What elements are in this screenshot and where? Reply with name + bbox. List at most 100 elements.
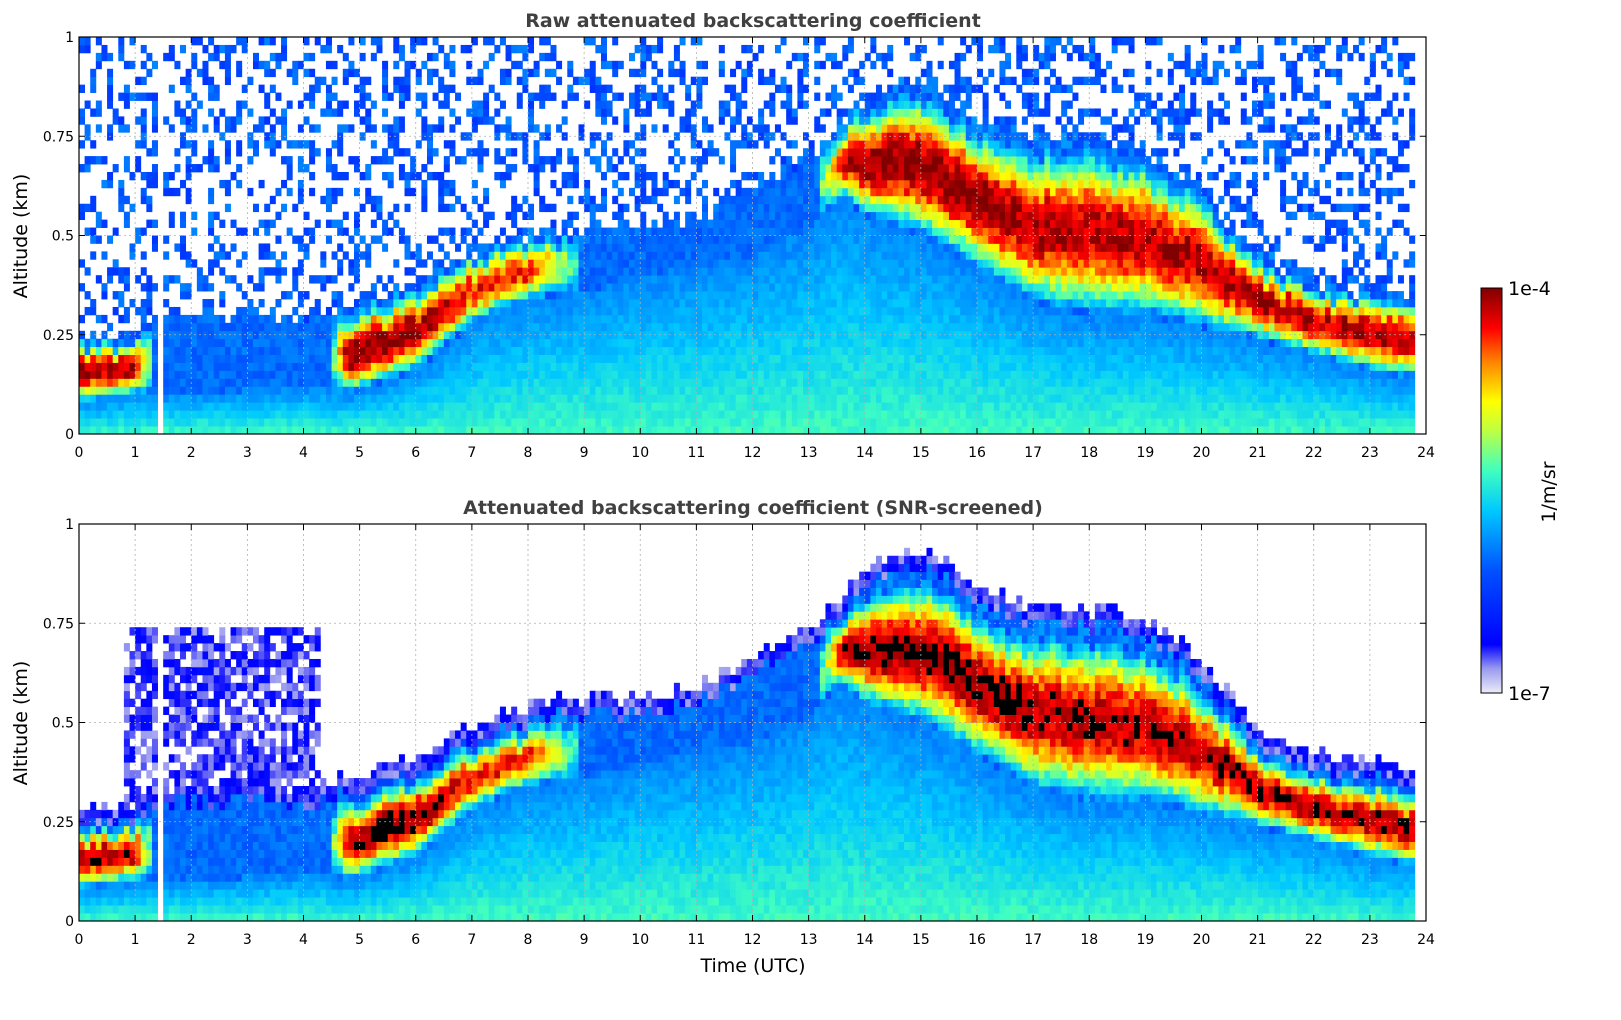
heatmap-cell	[909, 211, 916, 221]
heatmap-cell	[904, 378, 911, 387]
heatmap-cell	[522, 410, 529, 419]
heatmap-cell	[690, 171, 697, 181]
heatmap-cell	[803, 338, 810, 348]
heatmap-cell	[410, 386, 417, 395]
heatmap-cell	[359, 235, 366, 244]
heatmap-cell	[735, 291, 742, 300]
heatmap-cell	[634, 354, 641, 363]
heatmap-cell	[718, 44, 725, 54]
heatmap-cell	[309, 378, 316, 387]
heatmap-cell	[455, 330, 462, 340]
heatmap-cell	[887, 314, 894, 324]
heatmap-cell	[382, 68, 389, 78]
heatmap-cell	[320, 346, 327, 355]
heatmap-cell	[718, 211, 725, 221]
heatmap-cell	[140, 44, 147, 54]
heatmap-cell	[494, 124, 501, 133]
heatmap-cell	[831, 60, 838, 70]
heatmap-cell	[657, 68, 664, 78]
heatmap-cell	[864, 140, 871, 149]
heatmap-cell	[892, 299, 899, 308]
heatmap-cell	[556, 402, 563, 411]
heatmap-cell	[230, 322, 237, 332]
heatmap-cell	[494, 44, 501, 54]
heatmap-cell	[258, 283, 265, 292]
heatmap-cell	[870, 259, 877, 268]
heatmap-cell	[595, 410, 602, 419]
heatmap-cell	[359, 84, 366, 93]
heatmap-cell	[460, 402, 467, 411]
heatmap-cell	[746, 291, 753, 300]
heatmap-cell	[382, 354, 389, 363]
heatmap-cell	[90, 386, 97, 395]
heatmap-cell	[758, 187, 765, 197]
heatmap-cell	[393, 386, 400, 395]
heatmap-cell	[84, 100, 91, 109]
heatmap-cell	[612, 299, 619, 308]
heatmap-cell	[455, 195, 462, 205]
heatmap-cell	[780, 306, 787, 316]
heatmap-cell	[629, 354, 636, 363]
heatmap-cell	[213, 116, 220, 125]
heatmap-cell	[499, 275, 506, 284]
heatmap-cell	[600, 394, 607, 403]
heatmap-cell	[612, 275, 619, 284]
heatmap-cell	[174, 148, 181, 157]
heatmap-cell	[915, 259, 922, 268]
heatmap-cell	[337, 243, 344, 252]
heatmap-cell	[701, 426, 708, 435]
heatmap-cell	[718, 108, 725, 117]
heatmap-cell	[309, 386, 316, 395]
heatmap-cell	[567, 283, 574, 292]
heatmap-cell	[701, 386, 708, 395]
heatmap-cell	[915, 275, 922, 284]
heatmap-cell	[589, 227, 596, 236]
heatmap-cell	[208, 267, 215, 276]
heatmap-cell	[600, 299, 607, 308]
heatmap-cell	[561, 410, 568, 419]
heatmap-cell	[842, 394, 849, 403]
heatmap-cell	[286, 386, 293, 395]
heatmap-cell	[309, 227, 316, 236]
heatmap-cell	[561, 243, 568, 252]
heatmap-cell	[645, 100, 652, 109]
heatmap-cell	[629, 338, 636, 348]
heatmap-cell	[606, 426, 613, 435]
heatmap-cell	[836, 227, 843, 236]
heatmap-cell	[163, 354, 170, 363]
heatmap-cell	[488, 52, 495, 62]
heatmap-cell	[875, 338, 882, 348]
heatmap-cell	[376, 378, 383, 387]
heatmap-cell	[359, 418, 366, 427]
heatmap-cell	[572, 227, 579, 236]
heatmap-cell	[696, 251, 703, 260]
heatmap-cell	[398, 76, 405, 86]
heatmap-cell	[696, 370, 703, 379]
heatmap-cell	[808, 306, 815, 316]
heatmap-cell	[196, 370, 203, 379]
heatmap-cell	[718, 203, 725, 213]
heatmap-cell	[696, 306, 703, 316]
heatmap-cell	[275, 299, 282, 308]
heatmap-cell	[314, 370, 321, 379]
heatmap-cell	[870, 322, 877, 332]
heatmap-cell	[864, 203, 871, 213]
heatmap-cell	[180, 426, 187, 435]
heatmap-cell	[752, 195, 759, 205]
heatmap-cell	[887, 259, 894, 268]
heatmap-cell	[892, 259, 899, 268]
heatmap-cell	[696, 426, 703, 435]
heatmap-cell	[881, 219, 888, 228]
heatmap-cell	[539, 100, 546, 109]
heatmap-cell	[634, 243, 641, 252]
heatmap-cell	[483, 314, 490, 324]
heatmap-cell	[567, 306, 574, 316]
heatmap-cell	[831, 306, 838, 316]
heatmap-cell	[769, 92, 776, 101]
heatmap-cell	[331, 362, 338, 371]
heatmap-cell	[808, 259, 815, 268]
heatmap-cell	[920, 187, 927, 197]
heatmap-cell	[724, 330, 731, 340]
heatmap-cell	[786, 306, 793, 316]
heatmap-cell	[314, 426, 321, 435]
